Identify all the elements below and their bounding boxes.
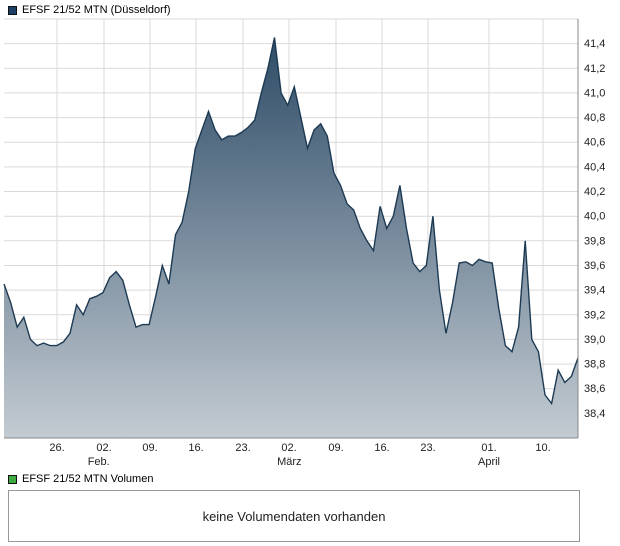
volume-series-swatch-icon: [8, 474, 17, 484]
svg-text:40,2: 40,2: [584, 186, 605, 198]
svg-text:39,8: 39,8: [584, 235, 605, 247]
svg-text:39,6: 39,6: [584, 260, 605, 272]
svg-text:38,8: 38,8: [584, 359, 605, 371]
svg-text:März: März: [277, 456, 301, 468]
svg-text:26.: 26.: [49, 442, 64, 454]
volume-legend-label: EFSF 21/52 MTN Volumen: [22, 472, 154, 485]
svg-text:Feb.: Feb.: [88, 456, 110, 468]
svg-text:23.: 23.: [235, 442, 250, 454]
svg-text:02.: 02.: [281, 442, 296, 454]
svg-text:41,4: 41,4: [584, 38, 605, 50]
svg-text:09.: 09.: [142, 442, 157, 454]
svg-text:23.: 23.: [420, 442, 435, 454]
svg-text:38,6: 38,6: [584, 383, 605, 395]
svg-text:41,0: 41,0: [584, 87, 605, 99]
svg-text:38,4: 38,4: [584, 408, 605, 420]
svg-text:02.: 02.: [96, 442, 111, 454]
volume-panel: keine Volumendaten vorhanden: [8, 490, 580, 542]
svg-text:39,2: 39,2: [584, 309, 605, 321]
price-chart[interactable]: 38,4 38,6 38,8 39,0 39,2 39,4 39,6 39,8 40,0 40,2…: [0, 17, 620, 469]
volume-legend: EFSF 21/52 MTN Volumen: [0, 469, 620, 486]
svg-text:01.: 01.: [481, 442, 496, 454]
svg-text:40,8: 40,8: [584, 112, 605, 124]
svg-text:41,2: 41,2: [584, 63, 605, 75]
svg-text:16.: 16.: [188, 442, 203, 454]
svg-text:09.: 09.: [328, 442, 343, 454]
svg-text:40,0: 40,0: [584, 211, 605, 223]
price-legend-label: EFSF 21/52 MTN (Düsseldorf): [22, 3, 171, 16]
svg-text:39,0: 39,0: [584, 334, 605, 346]
svg-text:10.: 10.: [535, 442, 550, 454]
svg-text:16.: 16.: [374, 442, 389, 454]
svg-text:April: April: [478, 456, 500, 468]
svg-text:40,6: 40,6: [584, 137, 605, 149]
svg-text:39,4: 39,4: [584, 285, 605, 297]
svg-text:40,4: 40,4: [584, 161, 605, 173]
price-series-swatch-icon: [8, 5, 17, 15]
volume-empty-message: keine Volumendaten vorhanden: [202, 508, 386, 524]
price-legend: EFSF 21/52 MTN (Düsseldorf): [0, 0, 620, 17]
